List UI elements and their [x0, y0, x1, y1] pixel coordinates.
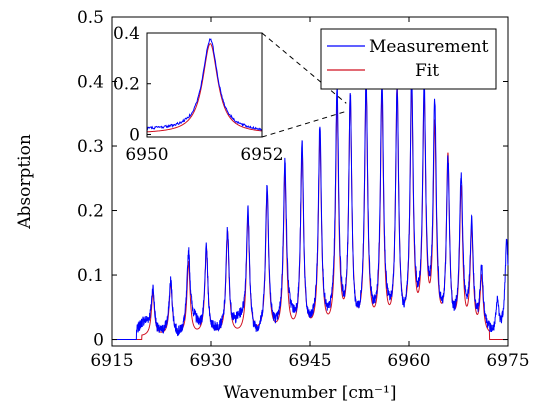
- inset-y-tick-label: 0.2: [113, 75, 140, 95]
- inset-y-tick-label: 0: [129, 125, 140, 145]
- inset-x-tick-label: 6950: [125, 145, 168, 165]
- inset-fit-line: [146, 43, 263, 133]
- zoom-connector-bottom: [261, 110, 347, 138]
- inset-frame: [146, 32, 263, 138]
- x-axis-label: Wavenumber [cm⁻¹]: [224, 383, 397, 403]
- y-tick-label: 0.1: [77, 266, 104, 286]
- x-tick-label: 6930: [189, 351, 232, 371]
- y-tick-label: 0.5: [77, 8, 104, 28]
- y-tick-label: 0.3: [77, 137, 104, 157]
- legend-box: [320, 28, 497, 90]
- x-tick-label: 6960: [387, 351, 430, 371]
- inset-background: [147, 33, 262, 137]
- legend-fit-label: Fit: [415, 61, 439, 81]
- y-tick-label: 0: [93, 331, 104, 351]
- inset-measurement-line: [146, 38, 263, 131]
- measurement-series-line: [112, 72, 509, 341]
- y-axis-label: Absorption: [15, 134, 35, 230]
- x-tick-label: 6975: [486, 351, 529, 371]
- inset-x-tick-label: 6952: [240, 145, 283, 165]
- legend: Measurement Fit: [320, 28, 497, 90]
- x-tick-label: 6945: [288, 351, 331, 371]
- inset-zoom-plot: 6950 6952 0 0.2 0.4: [113, 24, 284, 165]
- x-tick-label: 6915: [90, 351, 133, 371]
- y-tick-label: 0.2: [77, 202, 104, 222]
- zoom-connector-top: [261, 32, 347, 104]
- legend-measurement-label: Measurement: [369, 37, 489, 57]
- inset-y-tick-label: 0.4: [113, 24, 140, 44]
- inset-axis-ticks: 6950 6952 0 0.2 0.4: [113, 24, 284, 165]
- main-axis-ticks: 6915 6930 6945 6960 6975 0 0.1 0.2 0.3 0.4 0.5: [77, 8, 530, 371]
- y-tick-label: 0.4: [77, 73, 104, 93]
- main-plot: 6915 6930 6945 6960 6975 0 0.1 0.2 0.3 0.4 0.5: [77, 8, 530, 371]
